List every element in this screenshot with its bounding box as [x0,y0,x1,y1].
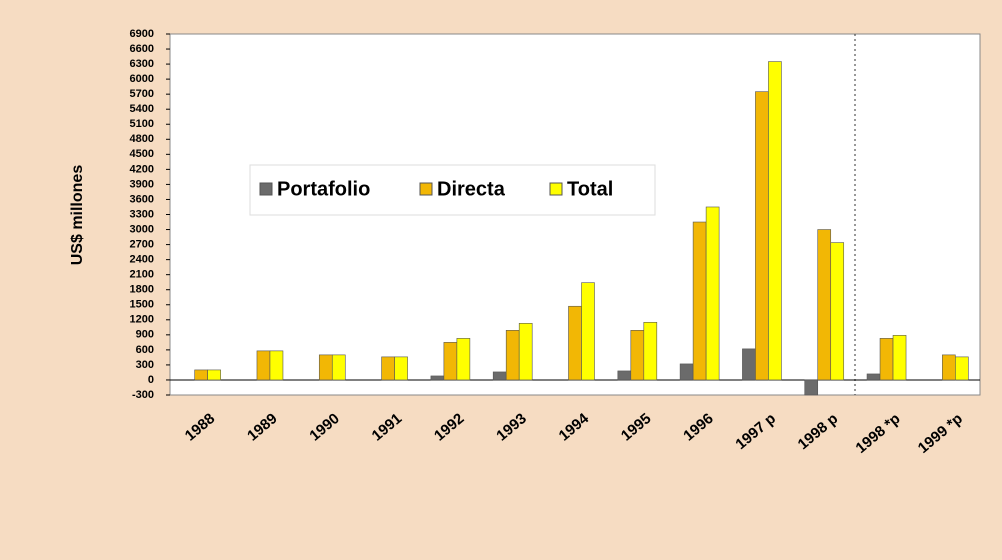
bar [207,369,221,381]
x-tick-label: 1995 [618,410,654,444]
x-tick-label: 1997 p [732,410,779,453]
x-tick-label: 1993 [493,410,529,444]
bar [269,350,284,381]
y-tick-label: 0 [148,374,154,386]
bar [630,330,645,381]
x-tick-label: 1994 [556,410,593,445]
bar [830,242,845,381]
legend [249,164,656,216]
bar [581,282,595,381]
y-tick-label: 6600 [130,43,154,55]
y-tick-label: 300 [136,359,154,371]
bar [742,348,756,381]
y-tick-label: -300 [132,389,154,401]
x-tick-label: 1998 p [795,410,842,453]
bar [892,335,907,381]
bar [705,206,720,381]
x-tick-label: 1990 [306,410,342,444]
bar [817,229,832,381]
x-tick-label: 1991 [369,410,405,444]
y-tick-label: 5100 [130,118,154,130]
y-tick-label: 4200 [130,163,154,175]
y-tick-label: 3000 [130,223,154,235]
y-tick-label: 6900 [130,28,154,40]
bar [394,356,408,381]
y-tick-label: 3300 [130,208,154,220]
legend-swatch [419,182,433,196]
bar [692,221,707,381]
y-tick-label: 2700 [130,238,154,250]
bar [381,356,395,381]
x-tick-label: 1992 [431,410,467,444]
bar [942,354,956,381]
y-tick-label: 6300 [130,58,154,70]
bar [331,354,346,381]
y-tick-label: 1800 [130,284,154,296]
bar [679,363,694,381]
y-tick-label: 4800 [130,133,154,145]
y-tick-label: 2400 [130,254,154,266]
bar [755,91,769,381]
legend-label: Directa [437,178,506,200]
bar [768,61,782,381]
bar [318,354,333,381]
bar [617,370,632,381]
bar [804,379,819,396]
x-tick-label: 1989 [244,410,280,444]
bar [256,350,271,381]
bar [866,373,881,381]
bar [456,338,471,381]
legend-swatch [549,182,563,196]
y-tick-label: 6000 [130,73,154,85]
bar [879,338,894,381]
x-tick-label: 1998 *p [852,410,903,457]
y-tick-label: 900 [136,329,154,341]
bar [194,369,208,381]
y-tick-label: 4500 [130,148,154,160]
bar [643,321,658,381]
y-tick-label: 5400 [130,103,154,115]
bar [955,356,969,381]
legend-label: Total [567,178,613,200]
y-tick-label: 3900 [130,178,154,190]
y-tick-label: 1500 [130,299,154,311]
legend-label: Portafolio [277,178,370,200]
x-tick-label: 1996 [680,410,716,444]
bar [443,342,458,381]
x-tick-label: 1999 *p [915,410,966,457]
y-tick-label: 3600 [130,193,154,205]
y-axis-label: US$ millones [69,165,86,266]
y-tick-label: 1200 [130,314,154,326]
x-tick-label: 1988 [182,410,218,444]
y-tick-label: 600 [136,344,154,356]
bar [505,330,520,381]
bar [568,305,582,381]
y-tick-label: 5700 [130,88,154,100]
bar [492,371,507,381]
y-tick-label: 2100 [130,269,154,281]
legend-swatch [259,182,273,196]
bar [518,323,533,381]
bar [430,375,445,381]
